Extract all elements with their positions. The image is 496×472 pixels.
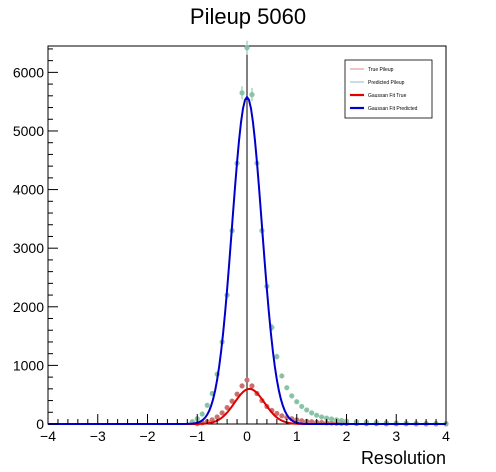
data-point bbox=[234, 391, 240, 397]
data-point bbox=[244, 45, 250, 51]
data-point bbox=[274, 410, 280, 417]
chart-title: Pileup 5060 bbox=[190, 4, 306, 29]
data-point bbox=[274, 354, 280, 360]
legend-label: Predicted Pileup bbox=[368, 80, 405, 86]
data-point bbox=[319, 414, 325, 420]
x-tick-label: 2 bbox=[343, 428, 351, 444]
data-point bbox=[199, 411, 205, 417]
y-tick-label: 4000 bbox=[13, 182, 44, 198]
data-point bbox=[279, 413, 285, 419]
data-point bbox=[239, 90, 245, 96]
x-tick-label: −3 bbox=[90, 428, 106, 444]
x-tick-label: −2 bbox=[140, 428, 156, 444]
y-tick-label: 1000 bbox=[13, 357, 44, 373]
data-point bbox=[299, 418, 305, 424]
x-tick-label: 0 bbox=[243, 428, 251, 444]
y-tick-label: 0 bbox=[36, 416, 44, 432]
data-point bbox=[224, 404, 230, 411]
x-tick-label: −1 bbox=[189, 428, 205, 444]
data-point bbox=[284, 385, 290, 391]
axes-layer: −4 −3 −2 −1 0 1 2 3 4 0 1000 2000 3000 4000 5000 6000 bbox=[13, 48, 450, 444]
data-point bbox=[314, 412, 320, 418]
data-point bbox=[338, 417, 345, 424]
legend-label: Gaussan Fit True bbox=[368, 93, 407, 99]
data-point bbox=[214, 414, 220, 420]
data-point bbox=[279, 373, 285, 379]
data-point bbox=[299, 403, 305, 410]
legend-label: True Pileup bbox=[368, 67, 394, 73]
y-tick-label: 5000 bbox=[13, 123, 44, 139]
y-tick-label: 6000 bbox=[13, 64, 44, 80]
data-point bbox=[294, 399, 300, 405]
data-point bbox=[289, 393, 295, 399]
data-point bbox=[304, 407, 310, 413]
x-tick-label: 3 bbox=[392, 428, 400, 444]
data-point bbox=[219, 410, 225, 416]
data-point bbox=[244, 377, 250, 383]
series-layer bbox=[48, 40, 449, 427]
data-point bbox=[324, 415, 330, 421]
fit-curve bbox=[48, 95, 446, 425]
data-point bbox=[249, 92, 255, 98]
legend: True Pileup Predicted Pileup Gaussan Fit T… bbox=[344, 59, 433, 119]
data-point bbox=[309, 410, 315, 416]
x-tick-label: 1 bbox=[293, 428, 301, 444]
x-tick-label: 4 bbox=[442, 428, 450, 444]
data-point bbox=[328, 416, 335, 422]
y-tick-label: 2000 bbox=[13, 299, 44, 315]
y-tick-label: 3000 bbox=[13, 240, 44, 256]
x-axis-label: Resolution bbox=[361, 448, 446, 468]
data-point bbox=[229, 398, 235, 404]
data-point bbox=[204, 402, 210, 408]
series-3 bbox=[48, 95, 446, 425]
data-point bbox=[239, 383, 245, 389]
data-point bbox=[249, 383, 255, 389]
legend-label: Gaussan Fit Predicted bbox=[368, 106, 418, 112]
x-tick-label: −4 bbox=[40, 428, 56, 444]
